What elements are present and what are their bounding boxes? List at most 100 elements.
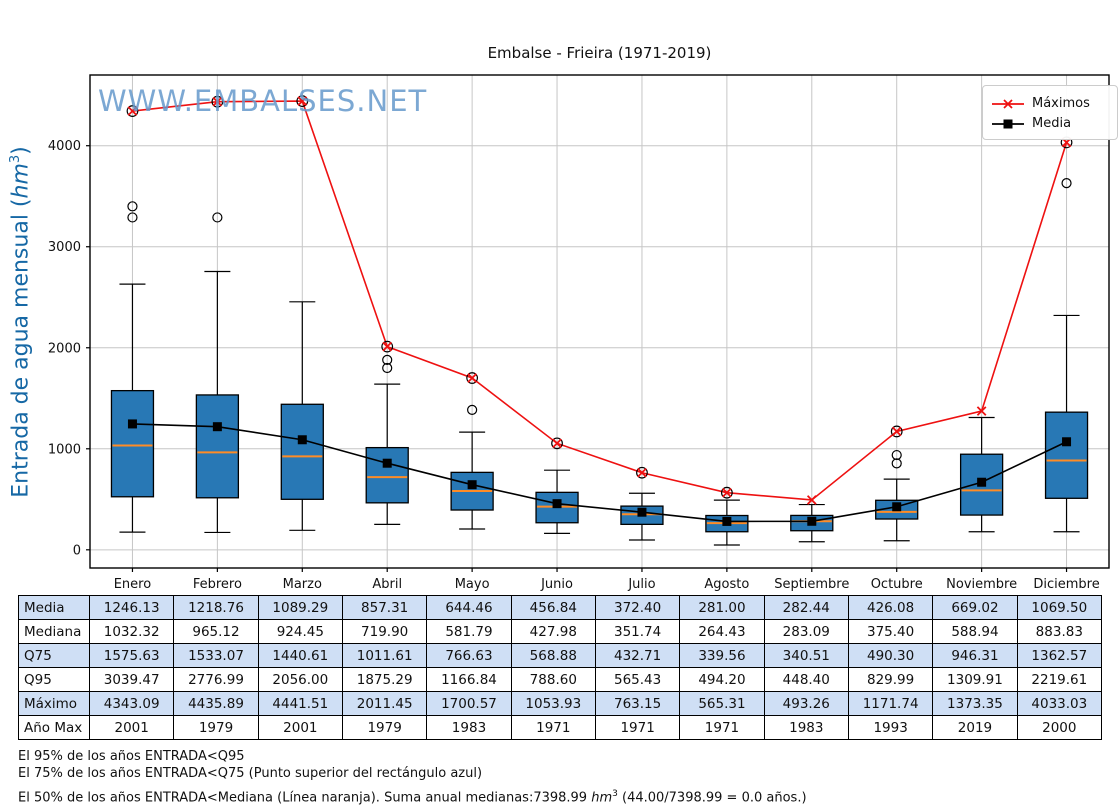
table-cell: 4435.89	[173, 691, 259, 716]
media-square-marker	[637, 507, 647, 517]
max-outlier-circle	[466, 372, 479, 384]
note-mediana-tail: (44.00/7398.99 = 0.0 años.)	[617, 790, 807, 806]
media-square-marker	[807, 516, 817, 526]
x-tick-label: Septiembre	[774, 577, 849, 592]
table-cell: 448.40	[763, 667, 849, 692]
table-cell: 339.56	[679, 643, 765, 668]
table-cell: 1575.63	[88, 643, 175, 668]
table-cell: 1362.57	[1016, 643, 1103, 668]
max-outlier-circle	[890, 425, 903, 438]
table-cell: 581.79	[426, 619, 512, 644]
table-cell: 1218.76	[173, 595, 259, 620]
table-cell: 2001	[88, 715, 175, 740]
table-cell: 1166.84	[426, 667, 512, 692]
table-cell: 857.31	[341, 595, 428, 620]
legend: Máximos Media	[982, 85, 1118, 140]
y-tick-label: 3000	[48, 240, 81, 255]
table-cell: 669.02	[932, 595, 1018, 620]
boxplot-junio	[535, 469, 579, 534]
y-tick-label: 0	[73, 543, 81, 558]
max-outlier-circle	[720, 486, 733, 499]
table-cell: 788.60	[510, 667, 596, 692]
y-tick-label: 1000	[48, 442, 81, 457]
x-tick-label: Noviembre	[946, 577, 1017, 592]
table-cell: 565.31	[679, 691, 765, 716]
table-cell: 924.45	[257, 619, 343, 644]
x-tick-label: Junio	[540, 577, 573, 592]
x-tick-label: Mayo	[455, 577, 490, 592]
footnotes: El 95% de los años ENTRADA<Q95 El 75% de…	[18, 749, 807, 807]
boxplot-febrero	[195, 212, 240, 534]
table-cell: 1011.61	[341, 643, 428, 668]
legend-item-maximos: Máximos	[992, 93, 1108, 113]
note-mediana: El 50% de los años ENTRADA<Mediana (Líne…	[18, 786, 807, 807]
table-cell: 1069.50	[1016, 595, 1103, 620]
boxplot-mayo	[450, 404, 494, 530]
table-cell: 766.63	[426, 643, 512, 668]
table-cell: 282.44	[763, 595, 849, 620]
stats-table: Media 1246.13 1218.76 1089.29 857.31 644.46 45…	[18, 595, 1103, 740]
table-cell: 4441.51	[257, 691, 343, 716]
table-cell: 2001	[257, 715, 343, 740]
table-cell: 2219.61	[1016, 667, 1103, 692]
max-outlier-circle	[551, 437, 563, 450]
table-cell: 494.20	[679, 667, 765, 692]
table-cell: 763.15	[594, 691, 681, 716]
series-máximos	[126, 95, 1073, 505]
table-cell: 2019	[932, 715, 1018, 740]
y-axis-label: Entrada de agua mensual (hm3)	[8, 42, 40, 602]
x-tick-label: Agosto	[704, 577, 749, 592]
media-square-marker	[212, 422, 222, 432]
note-unit: hm	[591, 790, 613, 806]
max-outlier-circle	[636, 466, 648, 479]
table-cell: 340.51	[763, 643, 849, 668]
legend-label-maximos: Máximos	[1032, 95, 1090, 111]
table-cell: 1979	[173, 715, 259, 740]
table-cell: 490.30	[847, 643, 934, 668]
outlier-point	[127, 212, 138, 223]
row-header: Q75	[18, 643, 90, 668]
table-row-q75: Q75 1575.63 1533.07 1440.61 1011.61 766.63 568…	[18, 643, 1103, 668]
table-row-mediana: Mediana 1032.32 965.12 924.45 719.90 581.79 42…	[18, 619, 1103, 644]
legend-label-media: Media	[1032, 115, 1072, 131]
media-square-marker	[382, 458, 392, 468]
table-cell: 426.08	[847, 595, 934, 620]
boxplot-enero	[110, 201, 155, 533]
table-cell: 375.40	[847, 619, 934, 644]
row-header: Q95	[18, 667, 90, 692]
table-cell: 1983	[763, 715, 849, 740]
y-axis-unit-exponent: 3	[8, 154, 23, 164]
x-tick-label: Abril	[372, 577, 402, 592]
outlier-point	[212, 212, 223, 223]
row-header: Máximo	[18, 691, 90, 716]
y-axis-label-text: Entrada de agua mensual (	[8, 198, 34, 498]
table-cell: 588.94	[932, 619, 1018, 644]
gridlines	[90, 75, 1109, 568]
table-cell: 1032.32	[88, 619, 175, 644]
table-cell: 883.83	[1016, 619, 1103, 644]
plot-frame	[89, 74, 1110, 569]
table-cell: 1993	[847, 715, 934, 740]
outlier-point	[467, 404, 478, 415]
table-cell: 1700.57	[426, 691, 512, 716]
row-header: Mediana	[18, 619, 90, 644]
media-square-marker	[127, 419, 137, 429]
boxplot-chart: 0 1000 2000 3000 4000 Enero Febrero Marzo Abril M…	[48, 74, 1110, 592]
table-row-media: Media 1246.13 1218.76 1089.29 857.31 644.46 45…	[18, 595, 1103, 620]
table-cell: 372.40	[594, 595, 681, 620]
outlier-point	[382, 354, 393, 365]
table-cell: 1246.13	[88, 595, 175, 620]
x-tick-label: Febrero	[193, 577, 242, 592]
x-tick-label: Julio	[627, 577, 655, 592]
table-cell: 1971	[679, 715, 765, 740]
chart-title: Embalse - Frieira (1971-2019)	[487, 44, 712, 62]
boxplot-diciembre	[1044, 177, 1089, 533]
table-cell: 264.43	[679, 619, 765, 644]
y-axis-unit: hm	[8, 163, 34, 199]
media-square-marker	[892, 502, 902, 512]
table-cell: 351.74	[594, 619, 681, 644]
table-cell: 946.31	[932, 643, 1018, 668]
table-cell: 3039.47	[88, 667, 175, 692]
table-cell: 1089.29	[257, 595, 343, 620]
